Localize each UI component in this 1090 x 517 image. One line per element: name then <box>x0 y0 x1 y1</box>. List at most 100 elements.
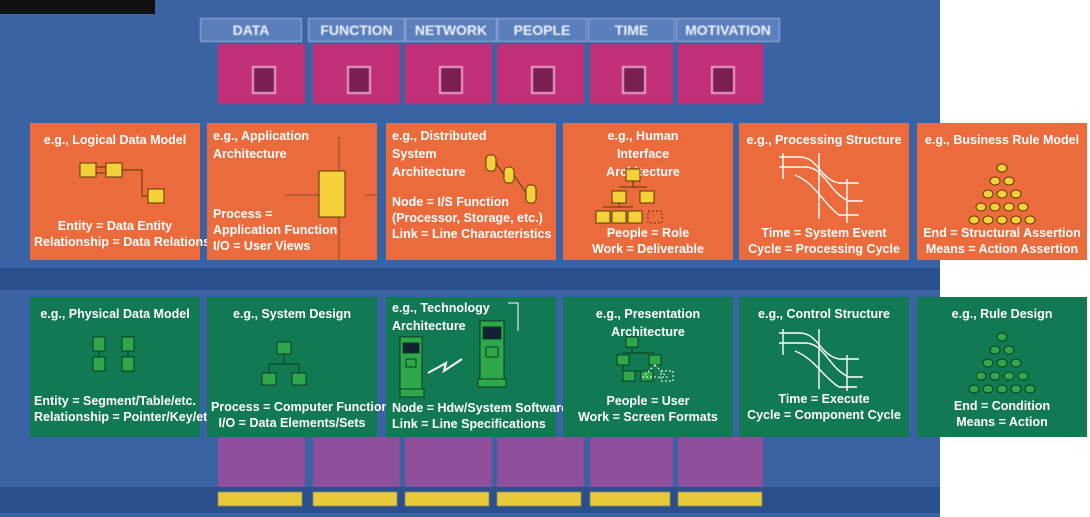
cell-title: e.g., Logical Data Model <box>43 133 187 147</box>
column-header-time: TIME <box>588 18 675 42</box>
cell-line: Link = Line Specifications <box>392 417 546 431</box>
processing-structure-icon <box>779 153 863 223</box>
cell-title: e.g., Presentation Architecture <box>595 307 701 339</box>
column-header-people: PEOPLE <box>497 18 587 42</box>
column-header-motivation: MOTIVATION <box>676 18 780 42</box>
pyramid-node <box>996 189 1008 199</box>
cell-body: End = Structural Assertion Means = Actio… <box>921 225 1083 257</box>
cell-line: End = Structural Assertion <box>923 226 1081 240</box>
pyramid-node <box>982 215 994 225</box>
pyramid-node <box>968 384 980 394</box>
cell-title: e.g., Processing Structure <box>746 133 902 147</box>
cell-line: I/O = User Views <box>213 239 311 253</box>
cell-body: Time = System Event Cycle = Processing C… <box>743 225 905 257</box>
cell-line: Work = Deliverable <box>592 242 704 256</box>
document-icon <box>346 66 371 94</box>
application-architecture-icon <box>285 137 379 260</box>
cell-line: Means = Action Assertion <box>925 242 1079 256</box>
pyramid-node <box>989 202 1001 212</box>
cell-line: Process = <box>213 207 273 221</box>
document-icon <box>621 66 646 94</box>
human-interface-hierarchy-icon <box>595 168 663 224</box>
pyramid-node <box>1003 371 1015 381</box>
scope-cell <box>497 44 584 104</box>
scope-cell <box>590 44 673 104</box>
pyramid-node <box>975 202 987 212</box>
control-structure-cell: e.g., Control Structure Time = Execute C… <box>739 297 909 437</box>
enterprise-tag <box>497 492 581 506</box>
cell-line: Relationship = Data Relationship <box>34 235 229 249</box>
cell-line: Node = I/S Function <box>392 195 510 209</box>
pyramid-node <box>989 176 1001 186</box>
pyramid-node <box>996 332 1008 342</box>
column-header-function: FUNCTION <box>308 18 405 42</box>
physical-data-model-icon <box>92 336 135 372</box>
pyramid-node <box>996 215 1008 225</box>
cell-line: People = Role <box>606 226 690 240</box>
rule-design-pyramid-icon <box>968 332 1036 394</box>
cell-title: e.g., System Design <box>232 307 352 321</box>
pyramid-node <box>996 384 1008 394</box>
cell-title: e.g., Business Rule Model <box>924 133 1080 147</box>
top-bar <box>0 0 155 14</box>
pyramid-node <box>1010 384 1022 394</box>
human-interface-architecture-cell: e.g., Human Interface Architecture Peopl… <box>563 123 733 260</box>
logical-data-model-cell: e.g., Logical Data Model Entity = Data E… <box>30 123 229 260</box>
pyramid-node <box>989 371 1001 381</box>
pyramid-node <box>996 358 1008 368</box>
cell-line: Cycle = Processing Cycle <box>748 242 900 256</box>
business-rule-pyramid-icon <box>968 163 1036 225</box>
column-header-network: NETWORK <box>405 18 497 42</box>
cell-body: Node = I/S Function (Processor, Storage,… <box>392 194 552 242</box>
cell-title: e.g., Distributed System Architecture <box>392 129 487 179</box>
pyramid-node <box>968 215 980 225</box>
presentation-architecture-cell: e.g., Presentation Architecture People =… <box>563 297 733 437</box>
cell-body: Time = Execute Cycle = Component Cycle <box>743 391 905 423</box>
system-design-cell: e.g., System Design Process = Computer F… <box>207 297 389 437</box>
pyramid-node <box>1010 358 1022 368</box>
cell-line: Entity = Segment/Table/etc. <box>34 394 196 408</box>
business-rule-model-cell: e.g., Business Rule Model End = Structur… <box>917 123 1087 260</box>
enterprise-tag <box>405 492 489 506</box>
distributed-system-architecture-cell: e.g., Distributed System Architecture No… <box>386 123 556 260</box>
cell-title: e.g., Application Architecture <box>213 129 310 161</box>
cell-line: People = User <box>606 394 690 408</box>
cell-body: Entity = Data Entity Relationship = Data… <box>34 218 229 250</box>
pyramid-node <box>1024 215 1036 225</box>
pyramid-node <box>1017 371 1029 381</box>
enterprise-tag <box>313 492 397 506</box>
cell-title: e.g., Human Interface Architecture <box>606 129 680 179</box>
row-divider <box>0 268 940 290</box>
pyramid-node <box>989 345 1001 355</box>
presentation-hierarchy-icon <box>616 336 674 382</box>
cell-body: Entity = Segment/Table/etc. Relationship… <box>34 393 218 425</box>
bottom-cell <box>313 437 400 487</box>
cell-line: End = Condition <box>953 399 1051 413</box>
pyramid-node <box>982 358 994 368</box>
pyramid-node <box>1017 202 1029 212</box>
cell-body: People = User Work = Screen Formats <box>567 393 729 425</box>
cell-title: e.g., Control Structure <box>758 307 890 321</box>
distributed-system-icon <box>485 154 537 204</box>
technology-architecture-icon <box>399 302 519 398</box>
cell-line: (Processor, Storage, etc.) <box>392 211 543 225</box>
pyramid-node <box>1003 202 1015 212</box>
cell-body: Node = Hdw/System Software Link = Line S… <box>392 400 569 432</box>
column-header-data: DATA <box>200 18 302 42</box>
cell-line: Cycle = Component Cycle <box>747 408 901 422</box>
document-icon <box>530 66 555 94</box>
processing-structure-cell: e.g., Processing Structure Time = System… <box>739 123 909 260</box>
document-icon <box>251 66 276 94</box>
cell-title: e.g., Rule Design <box>951 307 1053 321</box>
cell-line: Means = Action <box>956 415 1048 429</box>
cell-body: End = Condition Means = Action <box>921 398 1083 430</box>
pyramid-node <box>1010 189 1022 199</box>
bottom-cell <box>218 437 305 487</box>
cell-title: e.g., Technology Architecture <box>392 301 490 333</box>
scope-cell <box>218 44 305 104</box>
scope-cell <box>678 44 763 104</box>
enterprise-tag <box>678 492 762 506</box>
pyramid-node <box>1003 176 1015 186</box>
cell-line: Node = Hdw/System Software <box>392 401 569 415</box>
technology-architecture-cell: e.g., Technology Architecture Node = Hdw… <box>386 297 569 437</box>
